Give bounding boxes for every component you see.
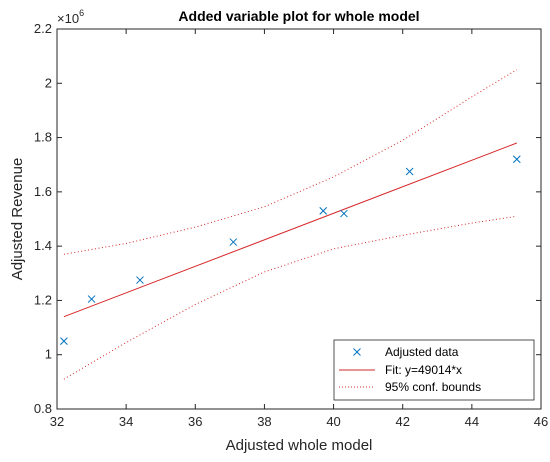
x-tick-label: 42: [395, 414, 409, 429]
legend-marker-x-icon: [353, 348, 361, 356]
y-axis-multiplier-base: ×10: [57, 11, 79, 26]
y-tick-label: 2.2: [34, 21, 52, 36]
y-tick-label: 2: [45, 75, 52, 90]
legend-label-adjusted-data: Adjusted data: [385, 345, 459, 359]
legend-marker-stroke: [353, 348, 361, 356]
data-point: [405, 167, 414, 176]
x-tick-label: 40: [326, 414, 340, 429]
fit-line: [63, 142, 517, 318]
legend-label-conf-bounds: 95% conf. bounds: [385, 380, 481, 394]
x-tick-label: 38: [257, 414, 271, 429]
x-axis-label: Adjusted whole model: [226, 437, 373, 454]
legend: Adjusted data Fit: y=49014*x 95% conf. b…: [333, 339, 535, 401]
data-point-stroke: [340, 209, 348, 218]
data-point: [319, 207, 328, 215]
data-point: [229, 238, 238, 246]
series-layer: [60, 69, 521, 380]
y-axis-multiplier: ×106: [57, 8, 84, 26]
data-point-stroke: [136, 276, 144, 284]
x-tick-label: 36: [188, 414, 202, 429]
data-point-stroke: [512, 155, 521, 164]
data-point: [87, 295, 96, 303]
x-tick-label: 44: [465, 414, 479, 429]
legend-item-conf-bounds: 95% conf. bounds: [339, 380, 481, 394]
y-tick-label: 1.4: [34, 238, 52, 253]
y-axis-multiplier-exponent: 6: [79, 8, 84, 18]
x-axis-ticks: 32 34 36 38 40 42 44 46: [50, 29, 548, 429]
legend-item-fit: Fit: y=49014*x: [339, 363, 462, 377]
x-tick-label: 34: [119, 414, 133, 429]
data-point-stroke: [229, 238, 238, 246]
y-axis-ticks: 0.8 1 1.2 1.4 1.6 1.8 2 2.2: [34, 21, 541, 416]
y-tick-label: 1.8: [34, 130, 52, 145]
data-point: [60, 337, 68, 345]
data-point: [136, 276, 144, 284]
y-tick-label: 1: [45, 347, 52, 362]
data-point-stroke: [87, 295, 96, 303]
y-tick-label: 0.8: [34, 401, 52, 416]
data-point-stroke: [60, 337, 68, 345]
y-tick-label: 1.6: [34, 184, 52, 199]
data-point-stroke: [405, 167, 414, 176]
x-tick-label: 46: [534, 414, 548, 429]
legend-label-fit: Fit: y=49014*x: [385, 363, 462, 377]
chart-title: Added variable plot for whole model: [178, 8, 419, 24]
data-point: [512, 155, 521, 164]
x-tick-label: 32: [50, 414, 64, 429]
y-axis-label: Adjusted Revenue: [9, 158, 26, 281]
y-tick-label: 1.2: [34, 292, 52, 307]
data-point: [340, 209, 348, 218]
conf-bound-upper: [63, 69, 518, 255]
data-point-stroke: [319, 207, 328, 215]
legend-item-adjusted-data: Adjusted data: [353, 345, 459, 359]
axes-box: [56, 28, 542, 410]
